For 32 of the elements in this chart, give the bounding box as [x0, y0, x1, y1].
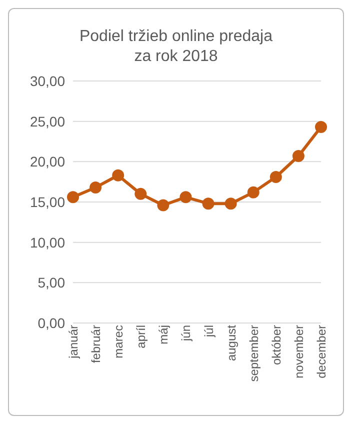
- y-tick-label: 30,00: [30, 72, 66, 89]
- y-tick-label: 15,00: [30, 194, 66, 210]
- x-tick-label: apríl: [134, 325, 148, 348]
- y-tick-label: 10,00: [30, 234, 66, 250]
- x-tick-label: júl: [202, 325, 216, 338]
- point: [134, 188, 147, 200]
- x-tick-label: august: [224, 324, 238, 362]
- point: [247, 186, 260, 198]
- x-tick-label: marec: [112, 325, 126, 358]
- x-tick-label: november: [292, 325, 306, 378]
- y-tick-label: 20,00: [30, 154, 66, 170]
- point: [224, 198, 237, 210]
- x-tick-label: február: [89, 325, 104, 364]
- x-tick-label: september: [246, 325, 261, 382]
- y-tick-label: 25,00: [30, 113, 66, 130]
- point: [112, 169, 124, 182]
- x-tick-label: jún: [179, 325, 194, 342]
- point: [180, 191, 192, 204]
- point: [67, 191, 79, 204]
- point: [202, 198, 214, 210]
- point: [292, 150, 304, 162]
- point: [315, 120, 327, 133]
- x-tick-label: október: [269, 325, 284, 366]
- y-tick-label: 5,00: [38, 274, 66, 291]
- y-tick-label: 0,00: [38, 314, 66, 331]
- chart-title: Podiel tržieb online predaja za rok 2018: [78, 27, 274, 67]
- x-tick-label: máj: [156, 325, 171, 344]
- point: [90, 181, 102, 194]
- point: [270, 170, 282, 183]
- point: [157, 199, 170, 212]
- x-tick-label: január: [66, 325, 81, 360]
- x-tick-label: december: [314, 325, 329, 378]
